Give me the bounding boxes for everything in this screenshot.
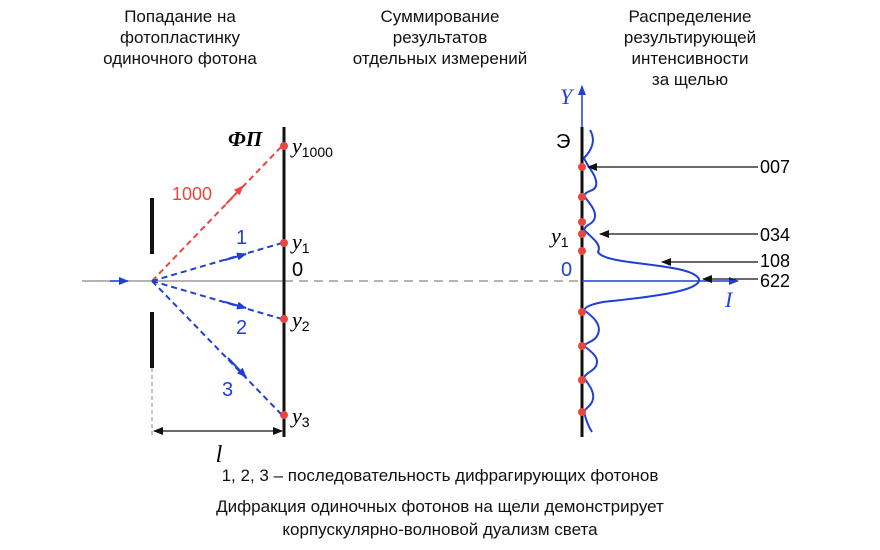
plate-y1000-label: y1000 (290, 133, 333, 160)
screen-hit (578, 342, 586, 350)
screen-hit (578, 193, 586, 201)
plate-y3-label: y3 (290, 403, 310, 430)
screen-zero-label: 0 (561, 259, 572, 281)
ray-3 (151, 280, 283, 416)
plate-label: ФП (228, 127, 263, 151)
caption-sequence: 1, 2, 3 – последовательность дифрагирующ… (221, 466, 659, 485)
screen-hit (578, 408, 586, 416)
plate-y1-label: y1 (290, 229, 310, 256)
distance-label: l (216, 442, 223, 468)
screen-hit (578, 218, 586, 226)
screen-label: Э (556, 131, 570, 153)
count-034: 034 (760, 225, 790, 245)
hit-y1000 (280, 142, 288, 150)
count-108: 108 (760, 251, 790, 271)
ray-1000-arrow (225, 185, 244, 205)
ray-3-arrow (227, 357, 247, 378)
y-axis-label: Y (560, 84, 575, 109)
ray-1-label: 1 (236, 227, 247, 249)
ray-3-label: 3 (222, 379, 233, 401)
caption-line-2: корпускулярно-волновой дуализм света (282, 520, 598, 539)
plate-y2-label: y2 (290, 307, 310, 334)
intensity-curve (582, 129, 700, 433)
ray-1 (151, 242, 283, 282)
caption-line-1: Дифракция одиночных фотонов на щели демо… (216, 497, 664, 516)
screen-hit (578, 230, 586, 238)
hit-y2 (280, 315, 288, 323)
ray-1-arrow (224, 252, 247, 261)
hit-y1 (280, 239, 288, 247)
screen-hit (578, 163, 586, 171)
screen-hit (578, 247, 586, 255)
header-intensity-distribution: Распределение результирующей интенсивнос… (623, 7, 757, 89)
i-axis-label: I (724, 287, 734, 312)
ray-2 (151, 280, 283, 320)
header-single-photon: Попадание на фотопластинку одиночного фо… (103, 7, 257, 68)
screen-hit (578, 376, 586, 384)
hit-y3 (280, 411, 288, 419)
header-summation: Суммирование результатов отдельных измер… (352, 7, 528, 68)
count-007: 007 (760, 157, 790, 177)
screen-hits (578, 163, 586, 416)
ray-2-label: 2 (236, 317, 247, 339)
screen-hit (578, 308, 586, 316)
ray-1000-label: 1000 (172, 184, 212, 204)
plate-zero-label: 0 (292, 259, 303, 281)
count-622: 622 (760, 271, 790, 291)
ray-1000 (151, 145, 283, 282)
screen-y1-label: y1 (549, 223, 569, 250)
ray-2-arrow (224, 301, 247, 310)
